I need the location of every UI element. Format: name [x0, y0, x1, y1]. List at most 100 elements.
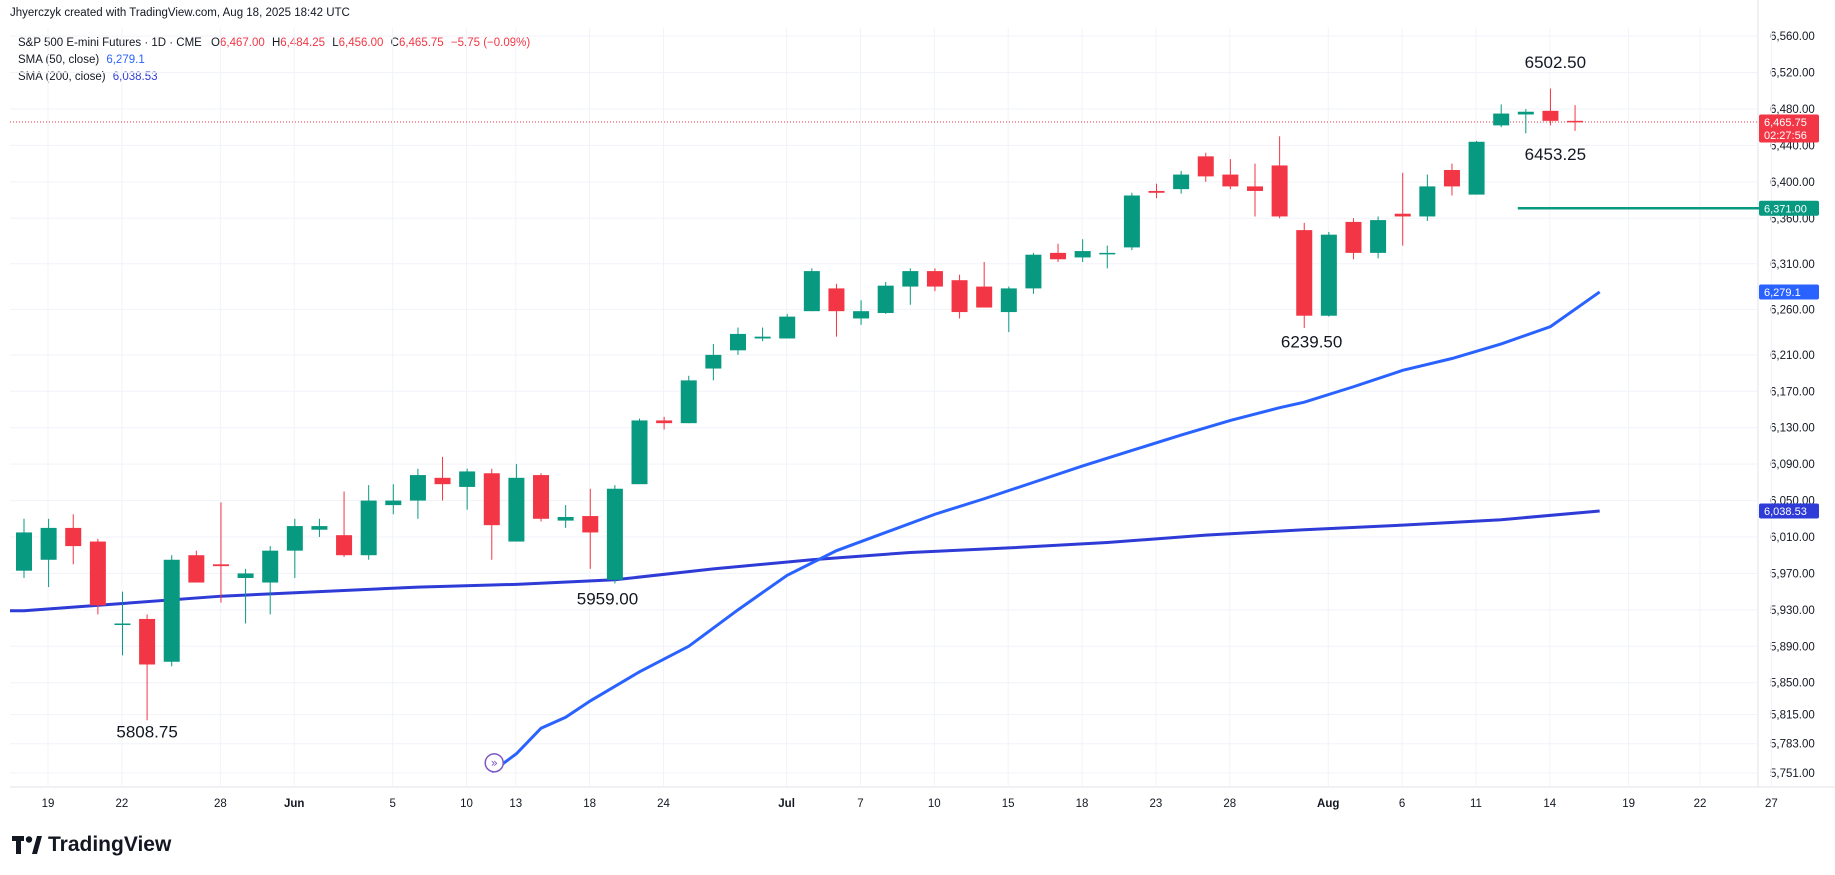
candle-body[interactable]	[828, 288, 845, 312]
candle-body[interactable]	[803, 271, 820, 312]
candle-body[interactable]	[951, 280, 968, 313]
candle-body[interactable]	[705, 354, 722, 369]
level-price-tag-bg	[1759, 200, 1819, 216]
sma50-row[interactable]: SMA (50, close) 6,279.1	[18, 52, 530, 69]
candle-body[interactable]	[557, 516, 574, 521]
candle-body[interactable]	[1050, 252, 1067, 260]
y-tick-label: 6,360.00	[1770, 213, 1815, 225]
high-value: 6,484.25	[280, 37, 326, 49]
event-marker-icon[interactable]	[484, 753, 504, 773]
x-tick-label: 22	[1694, 798, 1707, 810]
x-tick-label: 14	[1543, 798, 1556, 810]
sma50-label: SMA (50, close)	[18, 54, 100, 66]
candle-body[interactable]	[902, 271, 919, 287]
candle-body[interactable]	[114, 623, 131, 626]
candle-body[interactable]	[311, 526, 328, 530]
candle-body[interactable]	[434, 477, 451, 485]
candle-body[interactable]	[1468, 141, 1485, 195]
close-label: C	[390, 37, 399, 49]
candle-body[interactable]	[877, 285, 894, 313]
candle-body[interactable]	[631, 420, 648, 485]
candle-body[interactable]	[1000, 288, 1017, 313]
candle-body[interactable]	[1542, 110, 1559, 121]
candle-body[interactable]	[1173, 174, 1190, 190]
candle-body[interactable]	[779, 316, 796, 339]
high-label: H	[271, 37, 281, 49]
low-label: L	[332, 37, 339, 49]
candle-body[interactable]	[40, 527, 57, 560]
candle-body[interactable]	[286, 526, 303, 551]
candle-body[interactable]	[1296, 230, 1313, 316]
candle-body[interactable]	[1419, 186, 1436, 217]
candle-body[interactable]	[1394, 213, 1411, 217]
candle-body[interactable]	[262, 550, 279, 583]
candle-body[interactable]	[754, 336, 771, 339]
y-tick-label: 6,400.00	[1770, 177, 1815, 189]
candle-body[interactable]	[680, 380, 697, 424]
chart-attribution: Jhyerczyk created with TradingView.com, …	[10, 7, 350, 19]
candle-body[interactable]	[533, 475, 550, 519]
sma50-price-tag-label: 6,279.1	[1764, 287, 1801, 299]
last-price-tag-countdown: 02:27:56	[1764, 130, 1807, 142]
y-tick-label: 5,970.00	[1770, 568, 1815, 580]
candle-body[interactable]	[89, 541, 106, 606]
x-tick-label: 23	[1150, 798, 1163, 810]
candle-body[interactable]	[385, 500, 402, 506]
candle-body[interactable]	[1370, 220, 1387, 253]
candle-body[interactable]	[409, 475, 426, 501]
candle-body[interactable]	[336, 535, 353, 556]
price-chart[interactable]: 6,560.00 6,520.00 6,480.00 6,440.00 6,400.00…	[0, 0, 1835, 830]
sma200-line[interactable]	[10, 509, 1600, 613]
candle-body[interactable]	[212, 564, 229, 567]
y-tick-label: 6,480.00	[1770, 104, 1815, 116]
sma50-line[interactable]	[490, 290, 1601, 774]
last-price-tag-label: 6,465.75	[1764, 117, 1807, 129]
candle-body[interactable]	[1099, 252, 1116, 255]
candle-body[interactable]	[1025, 254, 1042, 289]
x-tick-label: 10	[928, 798, 941, 810]
x-tick-label: 24	[657, 798, 670, 810]
candle-body[interactable]	[483, 473, 500, 526]
candle-body[interactable]	[237, 573, 254, 578]
x-tick-label: Aug	[1317, 798, 1339, 810]
candle-body[interactable]	[163, 559, 180, 662]
candle-body[interactable]	[1123, 195, 1140, 248]
candle-body[interactable]	[1567, 120, 1584, 123]
candle-body[interactable]	[508, 477, 525, 542]
candle-body[interactable]	[188, 555, 205, 583]
candle-body[interactable]	[1074, 251, 1091, 258]
candle-body[interactable]	[65, 527, 82, 547]
tradingview-logo[interactable]: TradingView	[12, 833, 171, 857]
y-tick-label: 5,930.00	[1770, 605, 1815, 617]
candle-body[interactable]	[1345, 221, 1362, 253]
candle-body[interactable]	[1271, 165, 1288, 217]
candle-body[interactable]	[853, 311, 870, 319]
candle-body[interactable]	[1197, 156, 1214, 177]
level-price-tag-label: 6,371.00	[1764, 203, 1807, 215]
candle-body[interactable]	[1443, 170, 1460, 187]
candle-body[interactable]	[1320, 234, 1337, 316]
candle-body[interactable]	[459, 471, 476, 487]
candle-body[interactable]	[926, 271, 943, 287]
x-tick-label: 13	[509, 798, 522, 810]
open-value: 6,467.00	[220, 37, 265, 49]
candle-body[interactable]	[16, 532, 32, 571]
candle-body[interactable]	[139, 618, 156, 665]
candle-body[interactable]	[582, 516, 599, 533]
candle-body[interactable]	[1222, 174, 1239, 187]
sma200-label: SMA (200, close)	[18, 71, 106, 83]
candle-body[interactable]	[1517, 111, 1534, 115]
change-value: −5.75 (−0.09%)	[450, 37, 531, 49]
candle-body[interactable]	[1247, 186, 1263, 191]
y-tick-label: 6,560.00	[1770, 31, 1815, 43]
candle-body[interactable]	[729, 333, 746, 351]
x-tick-label: 28	[214, 798, 227, 810]
candle-body[interactable]	[656, 420, 673, 424]
x-tick-label: 22	[115, 798, 128, 810]
candle-body[interactable]	[976, 286, 993, 308]
candle-body[interactable]	[1493, 113, 1510, 126]
candle-body[interactable]	[1148, 190, 1165, 193]
sma200-row[interactable]: SMA (200, close) 6,038.53	[18, 69, 530, 86]
candle-body[interactable]	[360, 500, 377, 556]
candle-body[interactable]	[606, 488, 623, 580]
